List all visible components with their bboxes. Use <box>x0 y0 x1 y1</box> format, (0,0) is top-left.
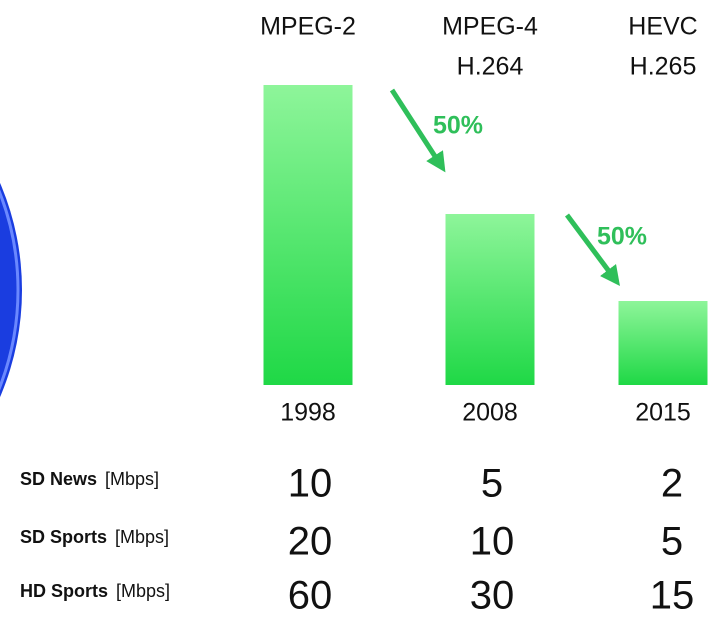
table-cell: 20 <box>288 520 333 564</box>
x-tick-label: 2015 <box>635 399 691 427</box>
row-label: SD News [Mbps] <box>20 469 159 489</box>
row-name: SD News <box>20 469 97 489</box>
table-cell: 10 <box>288 462 333 506</box>
table-cell: 2 <box>661 462 683 506</box>
codec-label: MPEG-4 <box>442 13 538 41</box>
row-unit: [Mbps] <box>116 581 170 601</box>
decor-circle-edge <box>0 189 20 391</box>
row-name: SD Sports <box>20 527 107 547</box>
table-cell: 15 <box>650 574 695 618</box>
x-tick-label: 2008 <box>462 399 518 427</box>
table-cell: 5 <box>661 520 683 564</box>
codec-label: MPEG-2 <box>260 13 356 41</box>
codec-label: HEVC <box>628 13 697 41</box>
arrow <box>564 213 620 287</box>
table-cell: 10 <box>470 520 515 564</box>
annotation: 50% <box>433 112 483 140</box>
bar <box>618 301 708 385</box>
annotation: 50% <box>597 223 647 251</box>
table-cell: 30 <box>470 574 515 618</box>
row-unit: [Mbps] <box>105 469 159 489</box>
codec-label: H.265 <box>630 53 697 81</box>
row-label: HD Sports [Mbps] <box>20 581 170 601</box>
table-cell: 5 <box>481 462 503 506</box>
row-name: HD Sports <box>20 581 108 601</box>
row-unit: [Mbps] <box>115 527 169 547</box>
bar <box>445 214 535 385</box>
bar <box>263 85 353 385</box>
codec-label: H.264 <box>457 53 524 81</box>
arrow <box>389 88 446 173</box>
x-tick-label: 1998 <box>280 399 336 427</box>
row-label: SD Sports [Mbps] <box>20 527 169 547</box>
decor-circle <box>0 182 22 398</box>
table-cell: 60 <box>288 574 333 618</box>
